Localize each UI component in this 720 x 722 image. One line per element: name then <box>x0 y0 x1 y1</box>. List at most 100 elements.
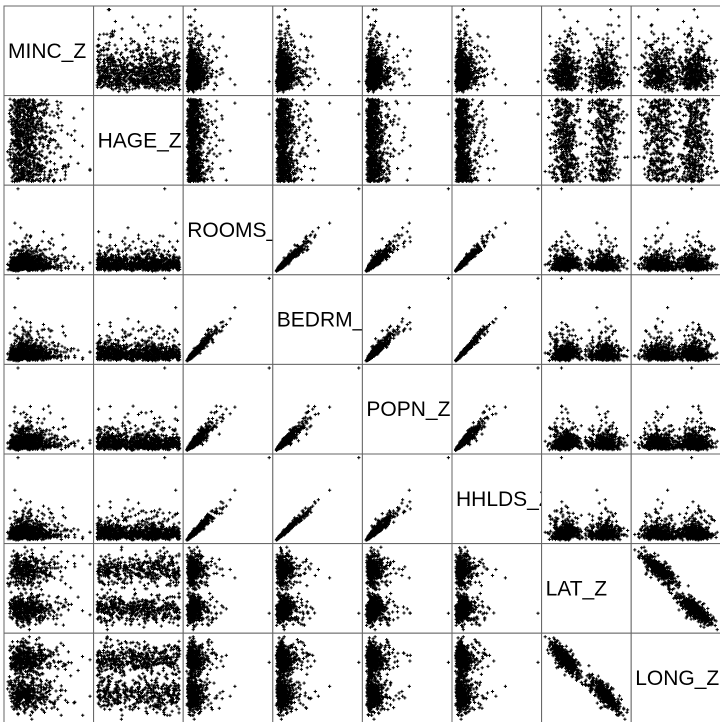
cell-long_z-vs-hage_z <box>93 632 184 722</box>
cell-popn_z-vs-lat_z <box>541 363 632 455</box>
variable-label: MINC_Z <box>8 40 86 63</box>
scatter-points <box>633 97 719 184</box>
cell-minc_z-vs-hhlds_z <box>451 5 543 97</box>
cell-bedrm_z-vs-rooms_z <box>182 274 274 365</box>
scatter-points <box>633 8 719 94</box>
scatter-points <box>6 635 92 721</box>
variable-label: HAGE_Z <box>98 129 182 152</box>
scatter-points <box>633 366 719 452</box>
cell-hage_z-vs-rooms_z <box>182 95 274 186</box>
cell-frame <box>93 95 184 186</box>
scatter-points <box>364 545 450 632</box>
scatter-points <box>274 187 361 273</box>
cell-frame <box>451 453 543 545</box>
scatter-points <box>454 276 540 363</box>
cell-hhlds_z-vs-lat_z <box>541 453 632 545</box>
variable-label: HHLDS_Z <box>456 488 552 511</box>
scatter-points <box>633 456 719 542</box>
scatter-points <box>185 366 271 452</box>
cell-rooms_z-vs-hhlds_z <box>451 184 543 276</box>
scatter-points <box>364 97 450 184</box>
cell-bedrm_z-vs-hage_z <box>93 274 184 365</box>
cell-bedrm_z-vs-hhlds_z <box>451 274 543 365</box>
cell-hhlds_z-vs-minc_z <box>3 453 95 545</box>
scatter-points <box>543 187 630 273</box>
cell-popn_z-vs-hhlds_z <box>451 363 543 455</box>
cell-lat_z-vs-hage_z <box>93 543 184 634</box>
scatter-points <box>454 97 540 184</box>
scatter-points <box>364 456 450 542</box>
cell-lat_z-vs-hhlds_z <box>451 543 543 634</box>
cell-lat_z-vs-minc_z <box>3 543 95 634</box>
scatter-points <box>185 545 271 632</box>
cell-frame <box>361 363 453 455</box>
cell-long_z-vs-popn_z <box>361 632 453 722</box>
cell-hhlds_z-vs-hage_z <box>93 453 184 545</box>
cell-hage_z-vs-minc_z <box>3 95 95 186</box>
cell-long_z-vs-bedrm_z <box>272 632 363 722</box>
variable-label: BEDRM_Z <box>277 309 378 332</box>
cell-bedrm_z-vs-lat_z <box>541 274 632 365</box>
cell-long_z-vs-minc_z <box>3 632 95 722</box>
scatter-points <box>543 8 630 94</box>
scatter-points <box>6 366 92 452</box>
cell-lat_z-vs-lat_z: LAT_Z <box>541 543 632 634</box>
scatter-points <box>274 8 361 94</box>
cell-bedrm_z-vs-popn_z <box>361 274 453 365</box>
variable-label: LAT_Z <box>546 577 608 600</box>
cell-rooms_z-vs-bedrm_z <box>272 184 363 276</box>
scatter-points <box>185 635 271 721</box>
cell-hage_z-vs-hhlds_z <box>451 95 543 186</box>
cell-frame <box>272 274 363 365</box>
cell-hhlds_z-vs-hhlds_z: HHLDS_Z <box>451 453 552 545</box>
cell-lat_z-vs-bedrm_z <box>272 543 363 634</box>
cell-rooms_z-vs-popn_z <box>361 184 453 276</box>
variable-label: LONG_Z <box>635 667 719 690</box>
cell-frame <box>182 184 274 276</box>
scatter-points <box>454 635 540 721</box>
scatter-points <box>633 545 719 632</box>
cell-popn_z-vs-hage_z <box>93 363 184 455</box>
cell-long_z-vs-rooms_z <box>182 632 274 722</box>
cell-hhlds_z-vs-popn_z <box>361 453 453 545</box>
cell-popn_z-vs-popn_z: POPN_Z <box>361 363 453 455</box>
cell-long_z-vs-hhlds_z <box>451 632 543 722</box>
cell-rooms_z-vs-hage_z <box>93 184 184 276</box>
cell-hhlds_z-vs-rooms_z <box>182 453 274 545</box>
scatter-points <box>454 187 540 273</box>
cell-rooms_z-vs-minc_z <box>3 184 95 276</box>
scatter-points <box>543 276 630 363</box>
scatter-points <box>543 635 630 721</box>
cell-minc_z-vs-minc_z: MINC_Z <box>3 5 95 97</box>
cell-minc_z-vs-hage_z <box>93 5 184 97</box>
cell-hhlds_z-vs-bedrm_z <box>272 453 363 545</box>
scatter-points <box>185 8 271 94</box>
cell-frame <box>3 363 95 455</box>
scatter-points <box>185 456 271 542</box>
scatter-points <box>6 187 92 273</box>
scatter-points <box>6 276 92 363</box>
scatter-points <box>454 8 540 94</box>
scatter-points <box>274 545 361 632</box>
cell-hage_z-vs-hage_z: HAGE_Z <box>93 95 184 186</box>
scatter-points <box>95 8 182 94</box>
cell-minc_z-vs-long_z <box>630 5 720 97</box>
cell-minc_z-vs-rooms_z <box>182 5 274 97</box>
scatter-points <box>633 276 719 363</box>
scatter-points <box>6 97 92 184</box>
scatter-points <box>454 545 540 632</box>
scatter-points <box>95 366 182 452</box>
scatter-points <box>185 97 271 184</box>
variable-label: ROOMS_Z <box>187 219 291 242</box>
scatter-points <box>274 97 361 184</box>
cell-hhlds_z-vs-long_z <box>630 453 720 545</box>
scatter-points <box>543 366 630 452</box>
scatter-points <box>633 187 719 273</box>
cell-lat_z-vs-rooms_z <box>182 543 274 634</box>
scatter-points <box>364 635 450 721</box>
scatter-points <box>364 276 450 363</box>
cell-minc_z-vs-bedrm_z <box>272 5 363 97</box>
scatter-points <box>185 276 271 363</box>
cell-popn_z-vs-long_z <box>630 363 720 455</box>
